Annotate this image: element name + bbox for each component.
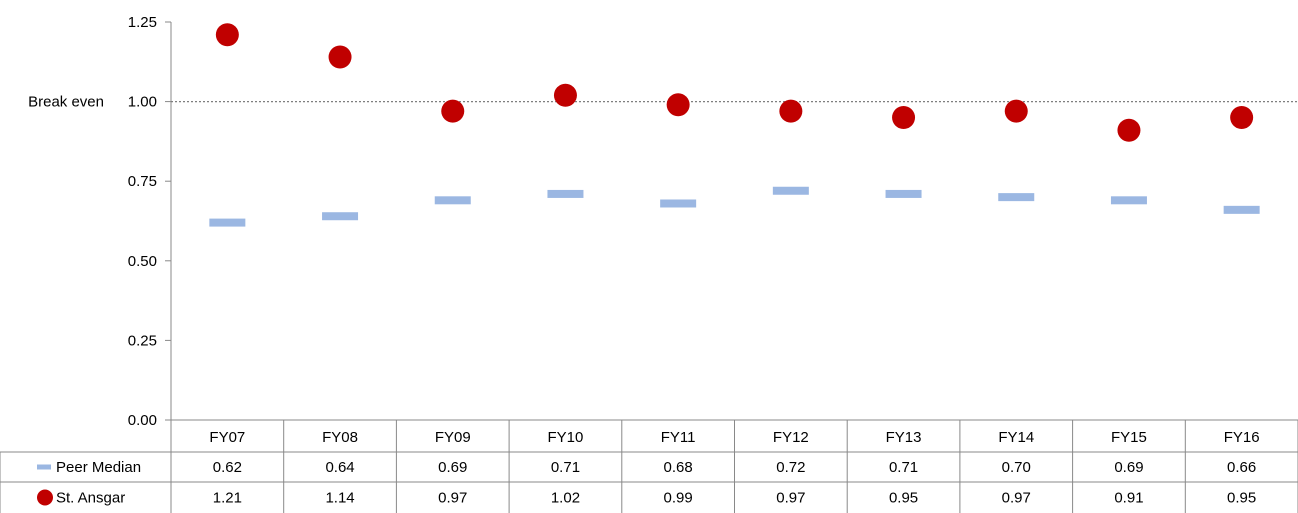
table-value: 0.91 — [1114, 490, 1143, 507]
y-tick-label: 1.00 — [128, 94, 157, 111]
peer-median-point — [434, 196, 471, 205]
table-value: 0.97 — [1002, 490, 1031, 507]
peer-median-point — [1223, 205, 1260, 214]
st-ansgar-point — [328, 45, 352, 69]
table-value: 0.99 — [664, 490, 693, 507]
table-value: 0.97 — [776, 490, 805, 507]
break-even-reference: Break even — [28, 94, 1298, 111]
x-tick-label: FY16 — [1224, 429, 1260, 446]
table-value: 0.70 — [1002, 459, 1031, 476]
x-tick-label: FY10 — [548, 429, 584, 446]
x-tick-label: FY14 — [998, 429, 1034, 446]
x-tick-label: FY09 — [435, 429, 471, 446]
table-value: 0.71 — [889, 459, 918, 476]
peer-median-point — [772, 186, 809, 195]
table-value: 0.66 — [1227, 459, 1256, 476]
data-table: FY07 FY08 FY09 FY10 FY11 FY12 FY13 FY14 FY15 FY16… — [0, 419, 1298, 513]
peer-median-point — [209, 218, 246, 227]
legend-key-peer-median — [37, 464, 51, 470]
x-tick-label: FY07 — [209, 429, 245, 446]
table-value: 0.69 — [1114, 459, 1143, 476]
table-value: 0.95 — [889, 490, 918, 507]
peer-median-point — [885, 189, 922, 198]
table-value: 0.97 — [438, 490, 467, 507]
y-tick-label: 1.25 — [128, 14, 157, 31]
table-value: 0.62 — [213, 459, 242, 476]
st-ansgar-point — [666, 93, 690, 117]
table-value: 0.95 — [1227, 490, 1256, 507]
legend-label: Peer Median — [56, 459, 141, 476]
peer-median-point — [998, 193, 1035, 202]
table-value: 1.21 — [213, 490, 242, 507]
table-value: 0.69 — [438, 459, 467, 476]
x-tick-label: FY12 — [773, 429, 809, 446]
y-tick-label: 0.50 — [128, 253, 157, 270]
axes: 0.00 0.25 0.50 0.75 1.00 1.25 — [128, 14, 172, 429]
st-ansgar-point — [892, 106, 916, 130]
break-even-label: Break even — [28, 94, 104, 111]
peer-median-point — [322, 212, 359, 221]
st-ansgar-point — [1117, 118, 1141, 142]
table-value: 0.68 — [664, 459, 693, 476]
x-tick-label: FY11 — [661, 429, 696, 446]
table-value: 1.14 — [325, 490, 354, 507]
st-ansgar-point — [441, 99, 465, 123]
peer-median-point — [1110, 196, 1147, 205]
x-tick-label: FY08 — [322, 429, 358, 446]
st-ansgar-point — [1004, 99, 1028, 123]
table-value: 0.71 — [551, 459, 580, 476]
x-tick-label: FY15 — [1111, 429, 1147, 446]
y-tick-label: 0.75 — [128, 173, 157, 190]
table-value: 0.64 — [325, 459, 354, 476]
table-value: 0.72 — [776, 459, 805, 476]
st-ansgar-point — [1230, 106, 1254, 130]
y-tick-label: 0.00 — [128, 412, 157, 429]
x-tick-label: FY13 — [886, 429, 922, 446]
st-ansgar-point — [215, 23, 239, 47]
st-ansgar-point — [779, 99, 803, 123]
st-ansgar-point — [553, 83, 577, 107]
peer-median-point — [660, 199, 697, 208]
data-marks — [209, 23, 1260, 227]
legend-key-st-ansgar — [37, 489, 53, 506]
y-tick-label: 0.25 — [128, 332, 157, 349]
legend-label: St. Ansgar — [56, 490, 125, 507]
table-value: 1.02 — [551, 490, 580, 507]
peer-median-point — [547, 189, 584, 198]
